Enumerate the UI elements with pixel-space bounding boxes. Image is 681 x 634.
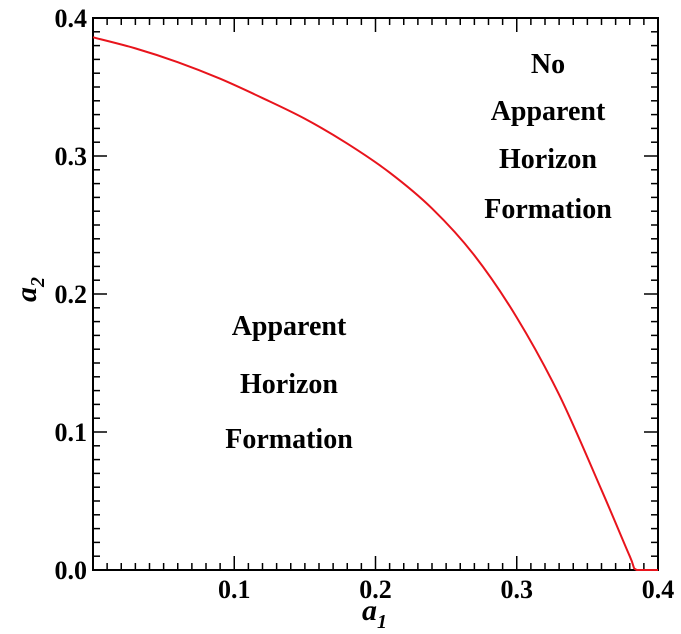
axis-tick-labels: 0.1 0.2 0.3 0.4 0.0 0.1 0.2 0.3 0.4 xyxy=(55,4,675,604)
annotation-line: No xyxy=(531,49,565,80)
annotation-line: Apparent xyxy=(232,311,347,342)
x-tick-label: 0.4 xyxy=(642,575,675,604)
axis-ticks xyxy=(93,18,658,570)
y-tick-label: 0.0 xyxy=(55,556,88,585)
x-tick-label: 0.2 xyxy=(359,575,392,604)
annotation-no-formation: No Apparent Horizon Formation xyxy=(484,49,612,225)
annotation-line: Horizon xyxy=(499,144,597,175)
y-tick-label: 0.4 xyxy=(55,4,88,33)
x-tick-label: 0.3 xyxy=(501,575,534,604)
x-tick-label: 0.1 xyxy=(218,575,251,604)
series-line-boundary xyxy=(92,36,658,571)
annotation-line: Horizon xyxy=(240,369,338,400)
annotation-line: Formation xyxy=(225,424,353,455)
y-tick-label: 0.1 xyxy=(55,418,88,447)
y-axis-title-subscript: 2 xyxy=(27,277,49,288)
x-axis-title-subscript: 1 xyxy=(377,611,387,633)
annotation-formation: Apparent Horizon Formation xyxy=(225,311,353,455)
y-tick-label: 0.2 xyxy=(55,280,88,309)
annotation-line: Formation xyxy=(484,194,612,225)
y-tick-label: 0.3 xyxy=(55,142,88,171)
annotation-line: Apparent xyxy=(491,96,606,127)
y-axis-title: a2 xyxy=(10,277,49,302)
x-axis-title: a1 xyxy=(362,594,387,633)
